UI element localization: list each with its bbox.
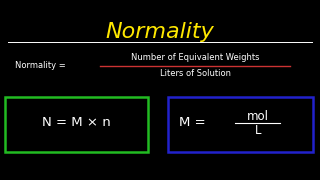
- Text: L: L: [255, 125, 261, 138]
- Text: M =: M =: [179, 116, 210, 129]
- Text: Number of Equivalent Weights: Number of Equivalent Weights: [131, 53, 259, 62]
- FancyBboxPatch shape: [168, 97, 313, 152]
- Text: N = M × n: N = M × n: [42, 116, 110, 129]
- Text: Normality =: Normality =: [15, 60, 68, 69]
- Text: Normality: Normality: [106, 22, 214, 42]
- Text: Liters of Solution: Liters of Solution: [159, 69, 230, 78]
- Text: mol: mol: [247, 109, 269, 123]
- FancyBboxPatch shape: [5, 97, 148, 152]
